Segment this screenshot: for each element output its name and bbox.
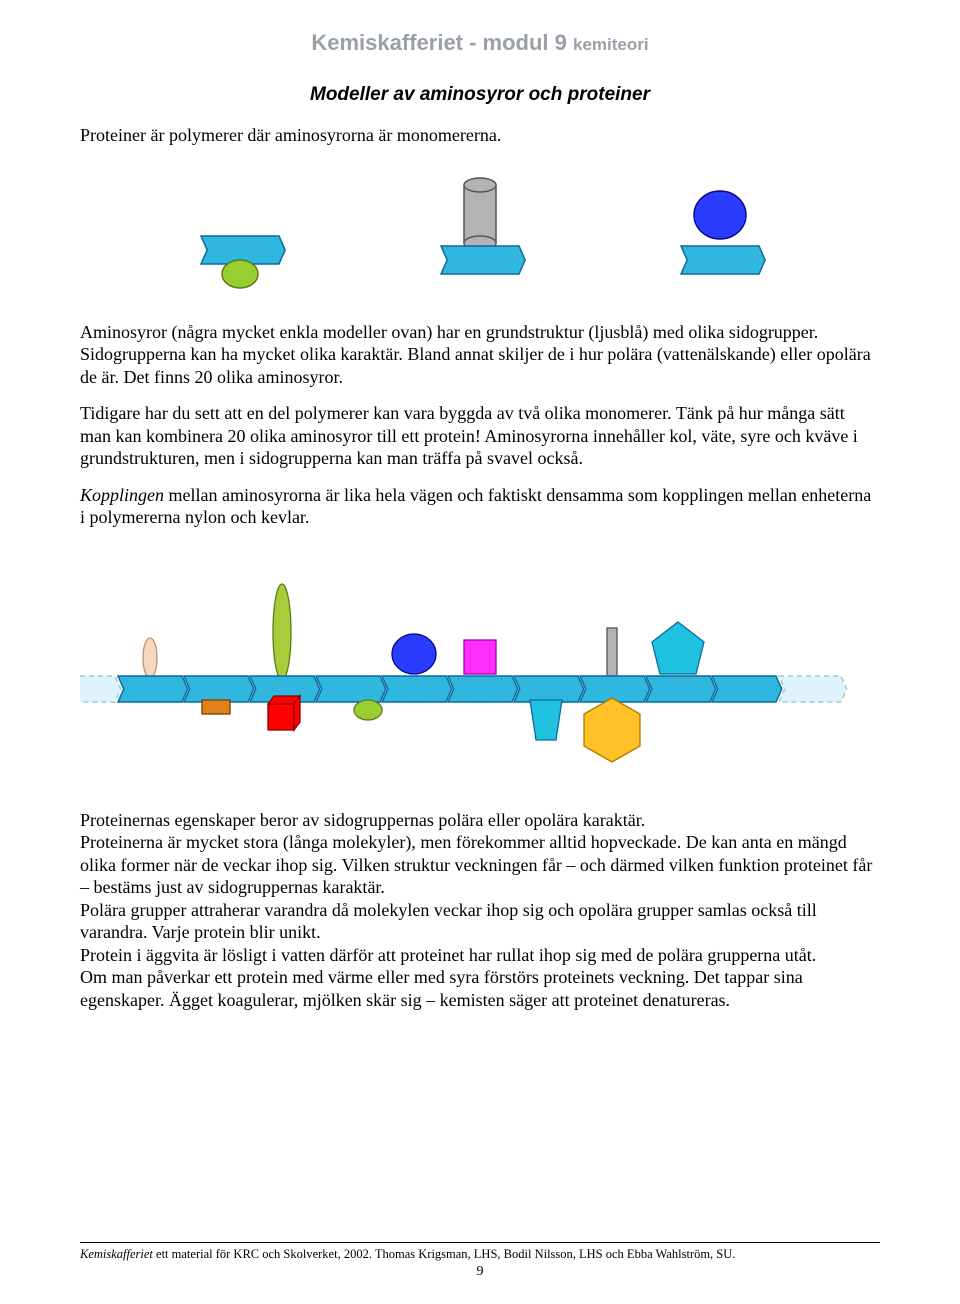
body-text: Aminosyror (några mycket enkla modeller …	[80, 321, 880, 389]
body-text: Kopplingen mellan aminosyrorna är lika h…	[80, 484, 880, 529]
emphasis: Kopplingen	[80, 485, 164, 505]
protein-chain-svg	[80, 559, 880, 769]
monomer-icon	[180, 165, 300, 295]
monomer-icon	[660, 165, 780, 295]
page-title: Modeller av aminosyror och proteiner	[80, 84, 880, 106]
protein-chain-diagram	[80, 559, 880, 769]
monomer-diagram-row	[80, 165, 880, 295]
body-text: Proteinernas egenskaper beror av sidogru…	[80, 809, 880, 1012]
page-number: 9	[80, 1264, 880, 1280]
body-text: Tidigare har du sett att en del polymere…	[80, 402, 880, 470]
header-main: Kemiskafferiet - modul 9	[311, 30, 567, 55]
footer-text: ett material för KRC och Skolverket, 200…	[153, 1247, 736, 1261]
header-sub: kemiteori	[573, 35, 649, 54]
footer-emphasis: Kemiskafferiet	[80, 1247, 153, 1261]
monomer-icon	[420, 165, 540, 295]
page-header: Kemiskafferiet - modul 9 kemiteori	[80, 30, 880, 56]
intro-text: Proteiner är polymerer där aminosyrorna …	[80, 124, 880, 147]
page-footer: Kemiskafferiet ett material för KRC och …	[80, 1242, 880, 1280]
